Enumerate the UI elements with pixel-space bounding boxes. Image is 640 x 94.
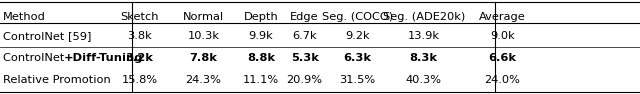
Text: Sketch: Sketch [120,12,159,22]
Text: 13.9k: 13.9k [408,31,440,41]
Text: 3.8k: 3.8k [127,31,152,41]
Text: 5.3k: 5.3k [291,53,319,63]
Text: 31.5%: 31.5% [339,75,375,85]
Text: 3.2k: 3.2k [125,53,154,63]
Text: 8.3k: 8.3k [410,53,438,63]
Text: 9.2k: 9.2k [345,31,369,41]
Text: 15.8%: 15.8% [122,75,157,85]
Text: 6.3k: 6.3k [343,53,371,63]
Text: Seg. (ADE20k): Seg. (ADE20k) [383,12,465,22]
Text: Method: Method [3,12,46,22]
Text: Normal: Normal [183,12,224,22]
Text: 6.7k: 6.7k [292,31,317,41]
Text: 24.0%: 24.0% [484,75,520,85]
Text: ControlNet [59]: ControlNet [59] [3,31,92,41]
Text: 10.3k: 10.3k [188,31,220,41]
Text: 24.3%: 24.3% [186,75,221,85]
Text: Average: Average [479,12,526,22]
Text: 6.6k: 6.6k [488,53,516,63]
Text: 9.0k: 9.0k [490,31,515,41]
Text: Edge: Edge [291,12,319,22]
Text: Depth: Depth [244,12,278,22]
Text: 11.1%: 11.1% [243,75,279,85]
Text: 40.3%: 40.3% [406,75,442,85]
Text: +Diff-Tuning: +Diff-Tuning [63,53,143,63]
Text: Relative Promotion: Relative Promotion [3,75,111,85]
Text: Seg. (COCO): Seg. (COCO) [321,12,393,22]
Text: 7.8k: 7.8k [189,53,218,63]
Text: 20.9%: 20.9% [287,75,323,85]
Text: 8.8k: 8.8k [247,53,275,63]
Text: ControlNet: ControlNet [3,53,68,63]
Text: 9.9k: 9.9k [249,31,273,41]
